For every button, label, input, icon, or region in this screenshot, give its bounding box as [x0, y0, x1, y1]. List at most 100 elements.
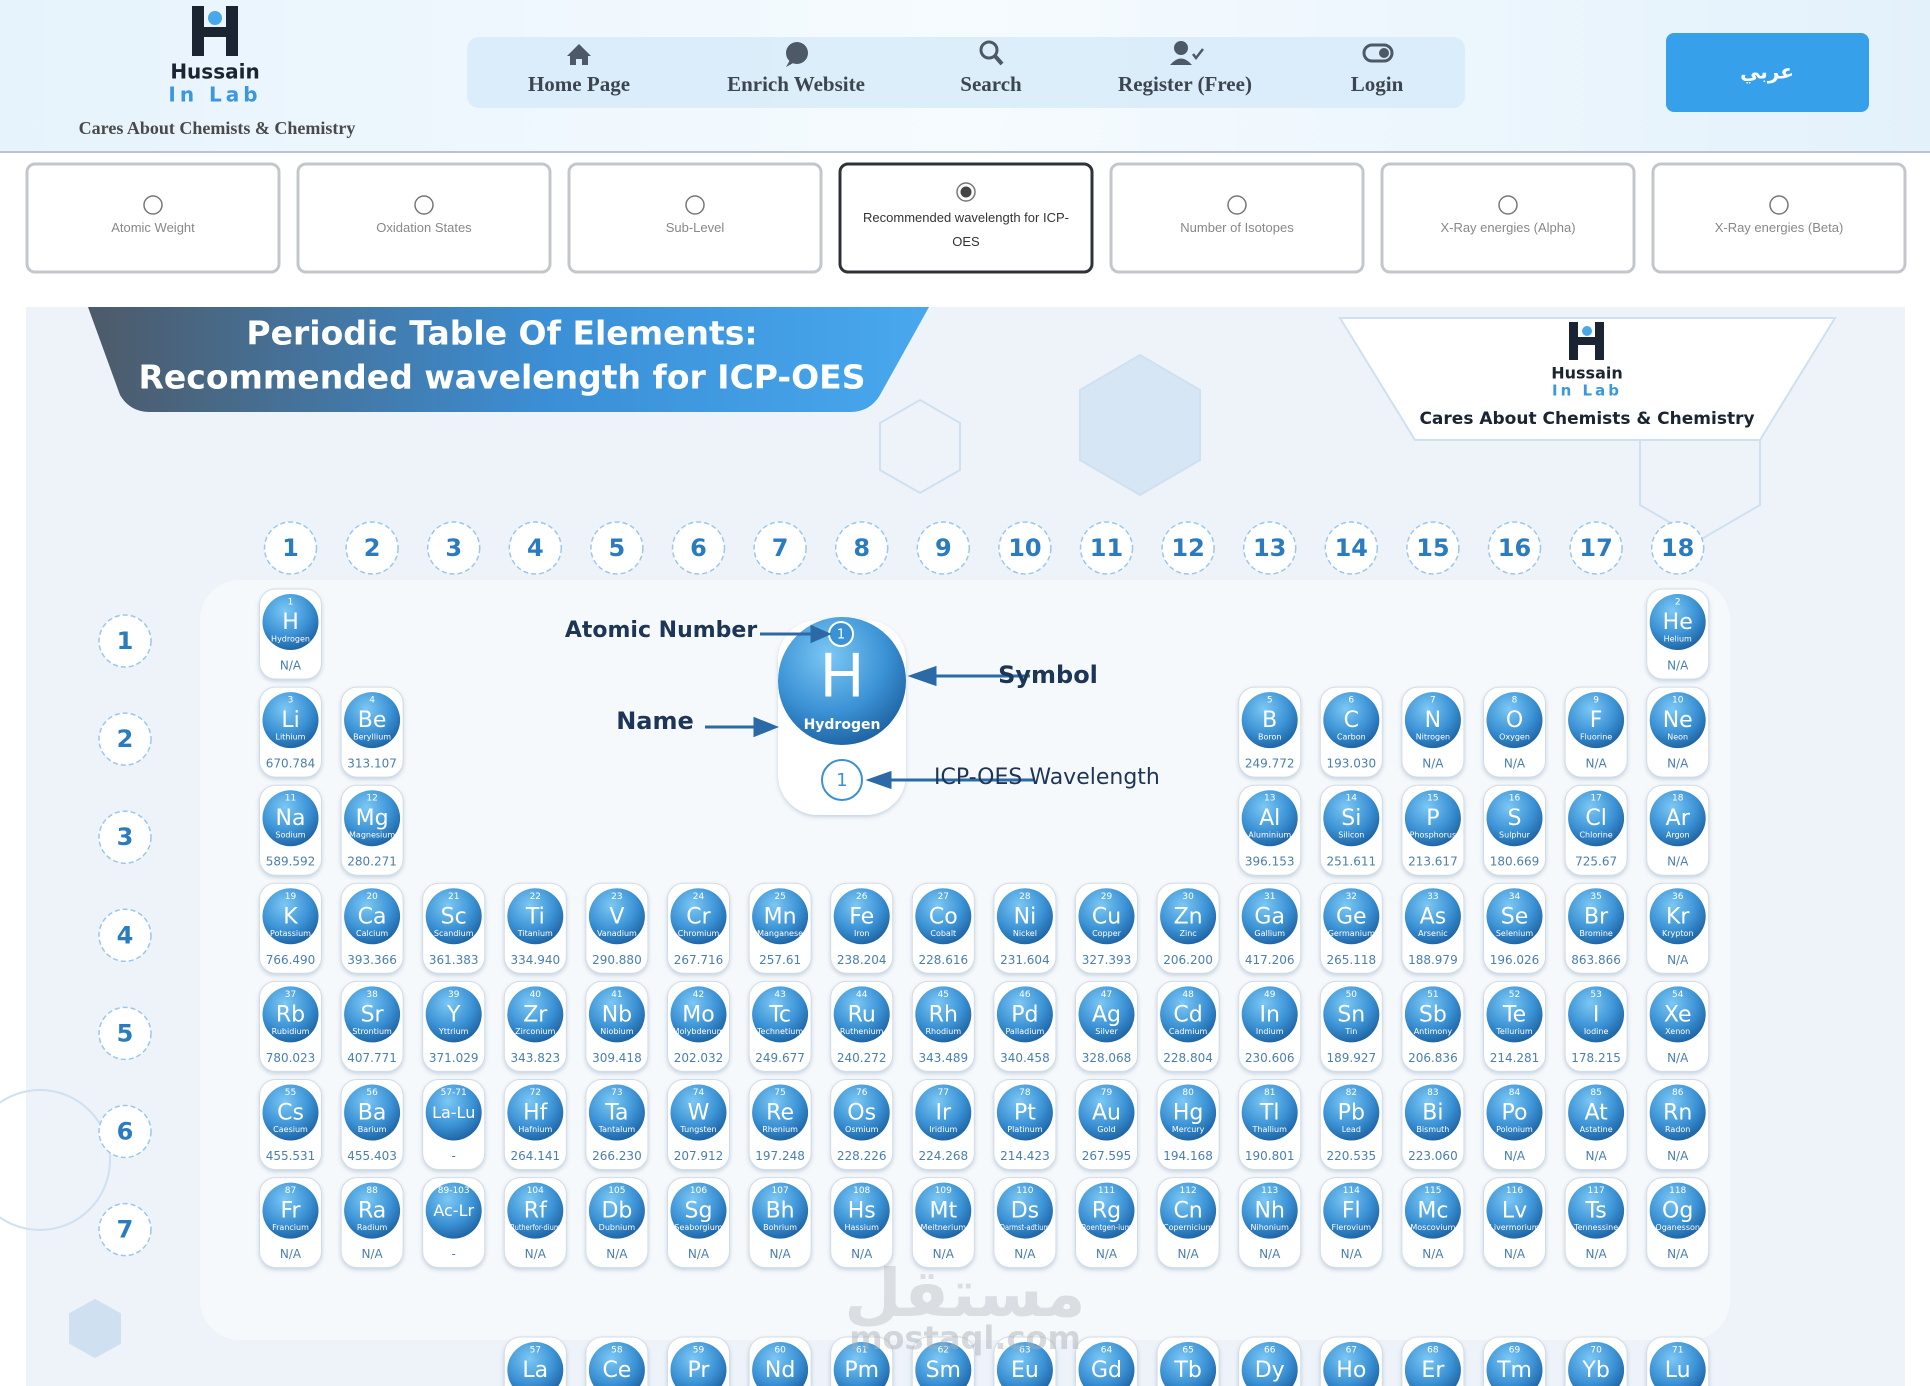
element-value: 766.490 [266, 953, 316, 967]
element-circle [1568, 1342, 1625, 1386]
option-radio[interactable] [685, 195, 705, 215]
option-label[interactable]: Oxidation States [376, 220, 472, 235]
element-symbol: Cd [1173, 1002, 1202, 1027]
nav-link[interactable]: Enrich Website [727, 72, 865, 96]
element-circle [1486, 1342, 1543, 1386]
element-symbol: N [1425, 708, 1441, 733]
option-card[interactable] [567, 162, 823, 274]
option-card[interactable] [1651, 162, 1907, 274]
atomic-number: 118 [1669, 1186, 1686, 1196]
element-value: N/A [1504, 757, 1526, 771]
atomic-number: 81 [1264, 1088, 1275, 1098]
option-card[interactable] [838, 162, 1094, 274]
option-radio[interactable] [414, 195, 434, 215]
option-label[interactable]: X-Ray energies (Beta) [1714, 220, 1844, 235]
group-circle [753, 521, 807, 575]
option-label-box[interactable]: Sub-Level [581, 215, 809, 241]
element-name: Platinum [1007, 1125, 1042, 1134]
element-name: Oganesson [1655, 1223, 1700, 1232]
element-symbol: Hg [1173, 1101, 1204, 1126]
element-circle [1323, 986, 1380, 1043]
atomic-number: 11 [285, 794, 296, 804]
element-symbol: Db [601, 1199, 632, 1224]
element-circle [915, 1084, 972, 1141]
element-circle [833, 888, 890, 945]
option-label-box[interactable]: X-Ray energies (Beta) [1665, 215, 1893, 241]
group-circle [1650, 521, 1705, 575]
language-button[interactable] [1666, 33, 1869, 112]
nav-link[interactable]: Register (Free) [1118, 72, 1252, 96]
option-radio[interactable] [1227, 195, 1247, 215]
element-circle [1160, 986, 1217, 1043]
atomic-number: 62 [938, 1346, 949, 1356]
option-label-box[interactable]: Recommended wavelength for ICP-OES [852, 200, 1080, 260]
language-button-label[interactable]: عربي [1740, 60, 1794, 85]
option-label[interactable]: Number of Isotopes [1180, 220, 1294, 235]
element-circle [1568, 692, 1625, 749]
atomic-number: 25 [774, 892, 785, 902]
nav-link[interactable]: Home Page [528, 72, 630, 96]
nav-link[interactable]: Search [960, 72, 1022, 96]
option-label-box[interactable]: Number of Isotopes [1123, 215, 1351, 241]
atomic-number: 104 [527, 1186, 544, 1196]
option-radio[interactable] [1498, 195, 1518, 215]
element-value: N/A [1259, 1247, 1281, 1261]
element-symbol: Bh [766, 1199, 795, 1224]
option-radio[interactable] [143, 195, 163, 215]
element-circle [1241, 790, 1298, 847]
option-card[interactable] [25, 162, 281, 274]
atomic-number: 9 [1593, 696, 1599, 706]
element-circle [425, 888, 482, 945]
option-label[interactable]: Recommended wavelength for ICP-OES [863, 210, 1069, 249]
element-circle [262, 986, 319, 1043]
atomic-number: 32 [1346, 892, 1357, 902]
group-circle [1324, 521, 1379, 575]
option-label-box[interactable]: Atomic Weight [39, 215, 267, 241]
option-label-box[interactable]: Oxidation States [310, 215, 538, 241]
element-symbol: Re [766, 1101, 794, 1126]
element-circle [588, 986, 645, 1043]
option-label[interactable]: X-Ray energies (Alpha) [1440, 220, 1576, 235]
element-name: Dubnium [599, 1223, 636, 1232]
element-value: 197.248 [755, 1149, 805, 1163]
legend-sample-value: 1 [836, 770, 847, 791]
option-radio[interactable] [1769, 195, 1789, 215]
atomic-number: 61 [856, 1346, 867, 1356]
option-card[interactable] [1380, 162, 1636, 274]
element-symbol: Sb [1419, 1002, 1447, 1027]
option-radio-dot[interactable] [960, 186, 972, 198]
element-name: Beryllium [353, 733, 391, 742]
period-circle [98, 908, 152, 963]
element-name: Astatine [1580, 1125, 1613, 1134]
element-symbol: Rb [276, 1002, 305, 1027]
option-card[interactable] [296, 162, 552, 274]
atomic-number: 10 [1672, 696, 1684, 706]
atomic-number: 77 [938, 1088, 949, 1098]
element-symbol: Br [1584, 904, 1609, 929]
element-symbol: Y [446, 1002, 461, 1027]
atomic-number: 80 [1182, 1088, 1194, 1098]
period-circle [98, 1104, 152, 1159]
element-symbol: W [688, 1101, 710, 1126]
atomic-number: 58 [611, 1346, 623, 1356]
group-circle [508, 521, 563, 575]
element-circle [1649, 1182, 1706, 1239]
element-symbol: Tm [1496, 1358, 1532, 1383]
element-circle [1568, 888, 1625, 945]
option-label[interactable]: Atomic Weight [111, 220, 195, 235]
element-name: Niobium [600, 1027, 633, 1036]
option-label-box[interactable]: X-Ray energies (Alpha) [1394, 215, 1622, 241]
atomic-number: 59 [693, 1346, 705, 1356]
element-symbol: Ta [604, 1101, 628, 1126]
option-card[interactable] [1109, 162, 1365, 274]
element-value: - [452, 1247, 456, 1261]
atomic-number: 2 [1675, 598, 1681, 608]
group-number: 14 [1335, 534, 1368, 562]
element-name: Nickel [1013, 929, 1037, 938]
element-value: N/A [851, 1247, 873, 1261]
element-circle [996, 1084, 1053, 1141]
option-label[interactable]: Sub-Level [665, 220, 725, 235]
nav-link[interactable]: Login [1351, 72, 1404, 96]
element-name: Chlorine [1579, 831, 1612, 840]
element-value: 863.866 [1571, 953, 1621, 967]
